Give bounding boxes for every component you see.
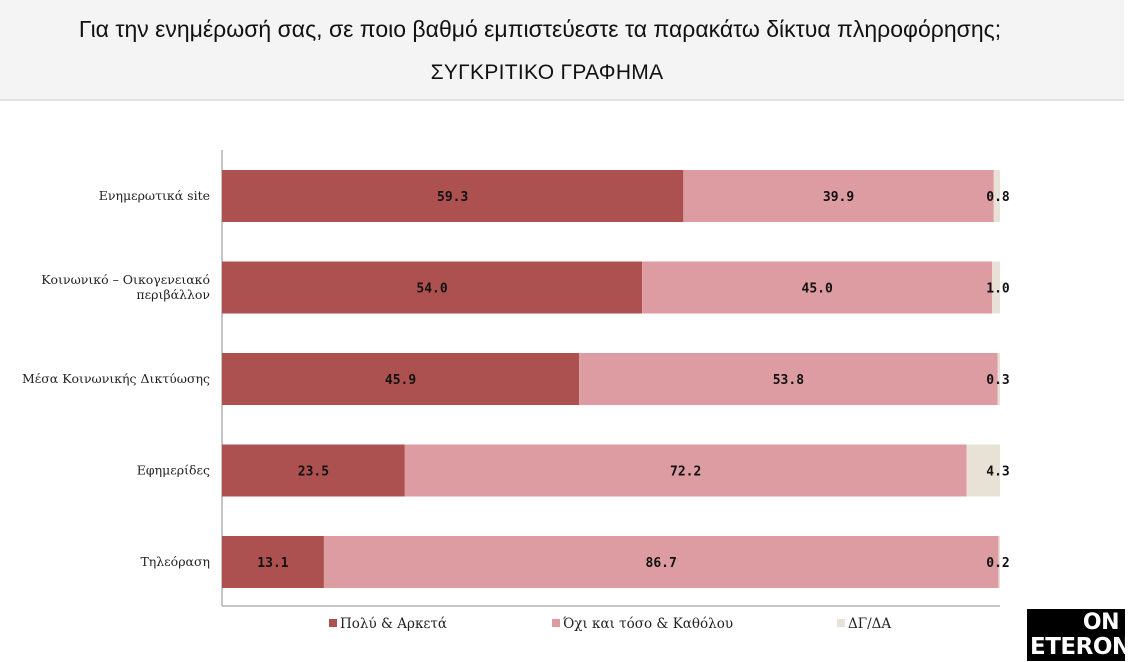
bar-segment [579, 353, 998, 405]
category-label: Μέσα Κοινωνικής Δικτύωσης [22, 371, 210, 386]
data-label: 72.2 [670, 465, 701, 480]
data-label: 39.9 [823, 190, 854, 205]
data-label: 59.3 [437, 190, 468, 205]
bar-segment [222, 170, 684, 222]
bar-segment [998, 536, 1000, 588]
bar-segment [966, 444, 1000, 497]
logo-text-top: ON [1082, 610, 1120, 635]
bar-segment [222, 444, 405, 497]
legend-swatch [837, 619, 845, 627]
legend-label: Πολύ & Αρκετά [340, 616, 447, 632]
bar-segment [404, 444, 967, 497]
bar-segment [222, 536, 324, 588]
logo-text-bottom: ETERON [1030, 634, 1131, 660]
data-label: 23.5 [298, 465, 329, 480]
data-label: 0.2 [986, 556, 1009, 571]
bar-segment [997, 353, 1000, 405]
legend-label: Όχι και τόσο & Καθόλου [563, 616, 733, 632]
data-label: 45.0 [802, 282, 833, 297]
legend-swatch [552, 619, 560, 627]
page-subtitle: ΣΥΓΚΡΙΤΙΚΟ ΓΡΑΦΗΜΑ [430, 61, 664, 84]
page-title: Για την ενημέρωσή σας, σε ποιο βαθμό εμπ… [78, 16, 1002, 42]
bar-segment [993, 170, 1000, 222]
data-label: 4.3 [986, 465, 1009, 480]
category-label: Κοινωνικό – Οικογενειακό περιβάλλον [41, 272, 210, 302]
data-label: 53.8 [773, 373, 804, 388]
legend-label: ΔΓ/ΔΑ [848, 616, 891, 632]
bar-segment [642, 261, 993, 314]
category-label: Τηλεόραση [140, 554, 210, 569]
bar-segment [992, 261, 1000, 314]
data-label: 13.1 [257, 556, 288, 571]
data-label: 54.0 [416, 282, 447, 297]
data-label: 0.8 [986, 190, 1010, 205]
category-label: Εφημερίδες [137, 463, 210, 478]
bar-segment [222, 353, 580, 405]
data-label: 0.3 [986, 373, 1009, 388]
bar-segment [683, 170, 994, 222]
bar-segment [222, 261, 643, 314]
category-label: Ενημερωτικά site [99, 188, 210, 203]
data-label: 1.0 [986, 282, 1010, 297]
eteron-logo: ON ETERON [1027, 609, 1131, 661]
bar-segment [323, 536, 999, 588]
header-band: Για την ενημέρωσή σας, σε ποιο βαθμό εμπ… [0, 0, 1124, 101]
data-label: 86.7 [646, 556, 677, 571]
legend-swatch [329, 619, 337, 627]
data-label: 45.9 [385, 373, 416, 388]
